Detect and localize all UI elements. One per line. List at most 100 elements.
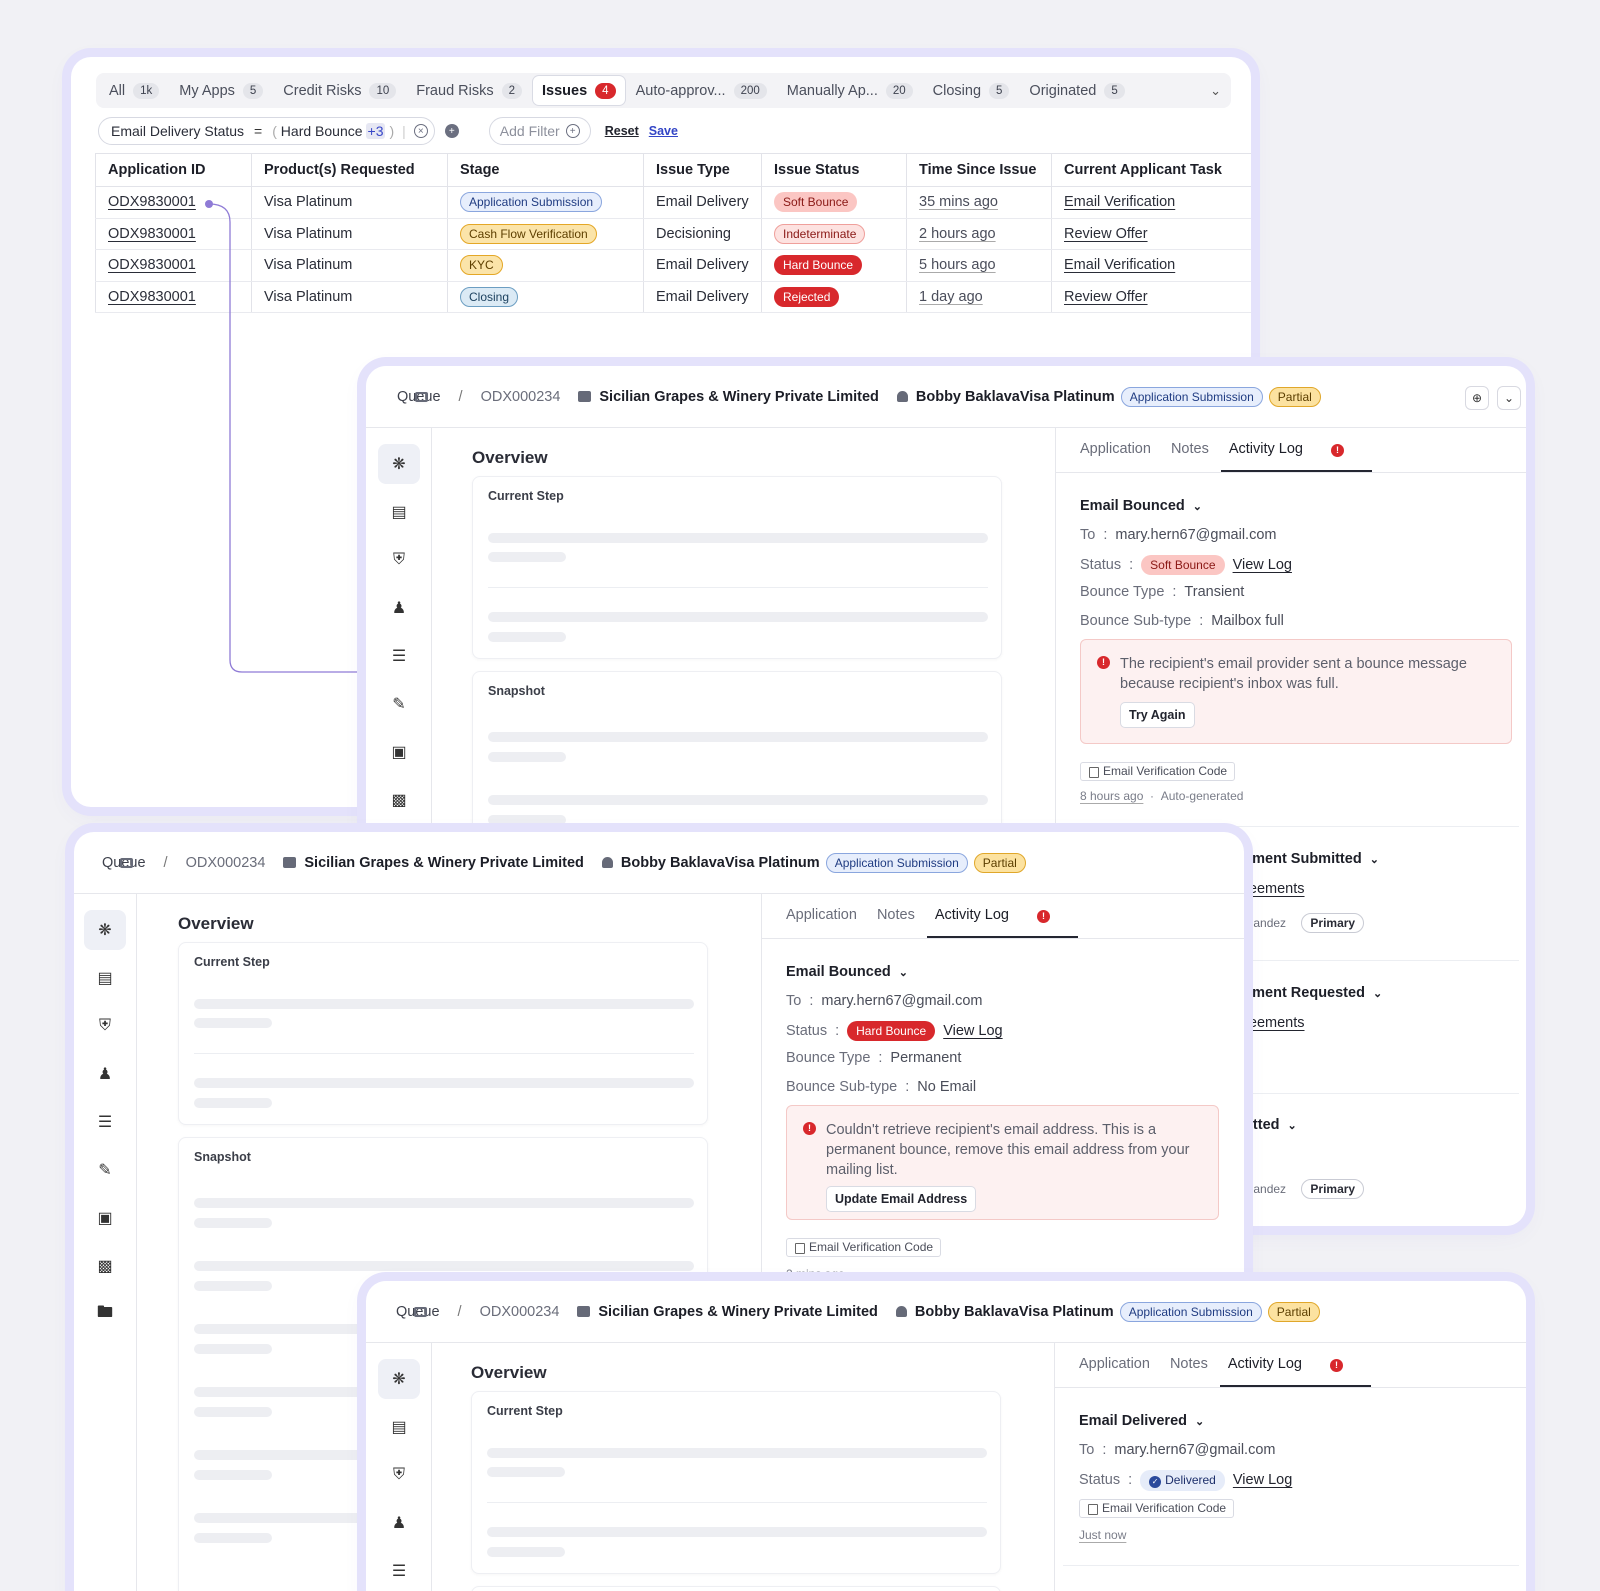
skeleton-line xyxy=(194,1344,272,1354)
user-check-icon[interactable]: ♟ xyxy=(97,1066,113,1083)
email-verification-code-chip[interactable]: Email Verification Code xyxy=(1079,1499,1235,1518)
tab-activity-log[interactable]: Activity Log! xyxy=(926,907,1078,938)
chevron-down-icon[interactable]: ⌄ xyxy=(1497,386,1521,410)
tab-notes[interactable]: Notes xyxy=(1169,1356,1208,1372)
save-link[interactable]: Save xyxy=(648,124,678,138)
col-header[interactable]: Time Since Issue xyxy=(906,153,1052,187)
user-list-icon[interactable]: ☰ xyxy=(391,1563,407,1580)
col-header[interactable]: Product(s) Requested xyxy=(251,153,448,187)
fingerprint-icon[interactable]: ❋ xyxy=(84,910,126,950)
tab-activity-log[interactable]: Activity Log! xyxy=(1219,1356,1371,1387)
event-title[interactable]: Email Bounced ⌄ xyxy=(1080,498,1202,514)
agreements-link[interactable]: greements xyxy=(1236,1015,1305,1031)
application-id-link[interactable]: ODX9830001 xyxy=(108,194,196,211)
add-filter-button[interactable]: Add Filter + xyxy=(488,117,591,145)
event-title[interactable]: Email Delivered ⌄ xyxy=(1079,1413,1204,1429)
tab-auto-approved[interactable]: Auto-approv... 200 xyxy=(627,76,776,105)
tab-originated[interactable]: Originated 5 xyxy=(1020,76,1133,105)
event-title[interactable]: Email Bounced ⌄ xyxy=(786,964,908,980)
user-list-icon[interactable]: ☰ xyxy=(97,1114,113,1131)
breadcrumb-queue[interactable]: Queue xyxy=(397,388,441,405)
shield-icon[interactable]: ⛨ xyxy=(98,1017,111,1034)
clipboard-icon[interactable]: ▤ xyxy=(391,1419,407,1436)
clear-filter-icon[interactable]: × xyxy=(413,124,428,138)
application-id-link[interactable]: ODX9830001 xyxy=(108,257,196,274)
user-list-icon[interactable]: ☰ xyxy=(391,648,407,665)
skeleton-line xyxy=(194,1261,694,1271)
col-header[interactable]: Issue Type xyxy=(643,153,762,187)
document-edit-icon[interactable]: ✎ xyxy=(98,1162,112,1179)
document-edit-icon[interactable]: ✎ xyxy=(392,696,406,713)
table-row[interactable]: ODX9830001 Visa Platinum Cash Flow Verif… xyxy=(95,218,1251,250)
status-badge: Soft Bounce xyxy=(1141,555,1225,575)
folder-icon[interactable]: 🖿 xyxy=(96,1303,113,1321)
reset-link[interactable]: Reset xyxy=(604,124,639,138)
tab-credit-risks[interactable]: Credit Risks 10 xyxy=(274,76,405,105)
tab-my-apps[interactable]: My Apps 5 xyxy=(170,76,272,105)
tab-activity-log[interactable]: Activity Log! xyxy=(1220,441,1372,472)
tab-notes[interactable]: Notes xyxy=(1170,441,1209,457)
email-verification-code-chip[interactable]: Email Verification Code xyxy=(1080,762,1236,781)
fingerprint-icon[interactable]: ❋ xyxy=(378,444,420,484)
alert-message: Couldn't retrieve recipient's email addr… xyxy=(826,1122,1190,1178)
stage-badge: Application Submission xyxy=(1119,1301,1262,1322)
agreements-link[interactable]: greements xyxy=(1236,881,1305,897)
table-row[interactable]: ODX9830001 Visa Platinum Closing Email D… xyxy=(95,281,1251,313)
signer-row: ernandez Primary xyxy=(1236,913,1365,933)
tab-issues[interactable]: Issues 4 xyxy=(533,76,625,105)
application-id-link[interactable]: ODX9830001 xyxy=(108,288,196,305)
task-link[interactable]: Email Verification xyxy=(1064,194,1176,211)
tab-activity-label: Activity Log xyxy=(1228,441,1303,457)
tab-fraud-risks[interactable]: Fraud Risks 2 xyxy=(407,76,531,105)
add-circle-icon[interactable]: ⊕ xyxy=(1465,386,1489,410)
tab-manually-approved[interactable]: Manually Ap... 20 xyxy=(778,76,922,105)
clipboard-icon[interactable]: ▤ xyxy=(97,970,113,987)
application-id-link[interactable]: ODX9830001 xyxy=(108,225,196,242)
view-log-link[interactable]: View Log xyxy=(1232,557,1292,573)
user-scan-icon[interactable]: ▣ xyxy=(391,744,407,761)
right-tabs: Application Notes Activity Log! xyxy=(1079,1356,1391,1387)
chart-icon[interactable]: ▩ xyxy=(391,792,407,809)
breadcrumb-queue[interactable]: Queue xyxy=(396,1303,440,1320)
event-title[interactable]: eement Submitted ⌄ xyxy=(1236,851,1379,867)
event-title[interactable]: eement Requested ⌄ xyxy=(1236,985,1382,1001)
chevron-down-icon[interactable]: ⌄ xyxy=(1210,82,1221,98)
fingerprint-icon[interactable]: ❋ xyxy=(378,1359,420,1399)
user-scan-icon[interactable]: ▣ xyxy=(97,1210,113,1227)
view-log-link[interactable]: View Log xyxy=(1232,1472,1293,1488)
filter-chip[interactable]: Email Delivery Status = ( Hard Bounce +3… xyxy=(98,117,435,145)
email-verification-code-chip[interactable]: Email Verification Code xyxy=(786,1238,942,1257)
chart-icon[interactable]: ▩ xyxy=(97,1258,113,1275)
tab-application[interactable]: Application xyxy=(1079,1356,1150,1372)
alert-message: The recipient's email provider sent a bo… xyxy=(1120,656,1467,692)
event-title[interactable]: mitted ⌄ xyxy=(1236,1117,1297,1133)
add-icon[interactable]: + xyxy=(444,124,459,138)
tab-application[interactable]: Application xyxy=(786,907,857,923)
shield-icon[interactable]: ⛨ xyxy=(392,551,405,568)
tab-closing[interactable]: Closing 5 xyxy=(924,76,1019,105)
col-header[interactable]: Application ID xyxy=(95,153,252,187)
task-link[interactable]: Email Verification xyxy=(1064,257,1176,274)
col-header[interactable]: Issue Status xyxy=(761,153,907,187)
email-value: mary.hern67@gmail.com xyxy=(821,993,983,1009)
user-check-icon[interactable]: ♟ xyxy=(391,600,407,617)
table-row[interactable]: ODX9830001 Visa Platinum Application Sub… xyxy=(95,186,1251,219)
task-link[interactable]: Review Offer xyxy=(1064,288,1148,305)
tab-all[interactable]: All 1k xyxy=(100,76,168,105)
task-link[interactable]: Review Offer xyxy=(1064,225,1148,242)
breadcrumb-queue[interactable]: Queue xyxy=(102,854,146,871)
tab-application[interactable]: Application xyxy=(1080,441,1151,457)
view-log-link[interactable]: View Log xyxy=(943,1023,1003,1039)
col-header[interactable]: Current Applicant Task xyxy=(1051,153,1251,187)
shield-icon[interactable]: ⛨ xyxy=(392,1466,405,1483)
bounce-type-value: Transient xyxy=(1184,584,1245,600)
col-header[interactable]: Stage xyxy=(447,153,644,187)
update-email-button[interactable]: Update Email Address xyxy=(826,1186,977,1212)
user-check-icon[interactable]: ♟ xyxy=(391,1515,407,1532)
tab-notes[interactable]: Notes xyxy=(876,907,915,923)
skeleton-line xyxy=(194,1407,272,1417)
table-row[interactable]: ODX9830001 Visa Platinum KYC Email Deliv… xyxy=(95,249,1251,282)
skeleton-line xyxy=(488,632,566,642)
try-again-button[interactable]: Try Again xyxy=(1120,702,1195,728)
clipboard-icon[interactable]: ▤ xyxy=(391,504,407,521)
